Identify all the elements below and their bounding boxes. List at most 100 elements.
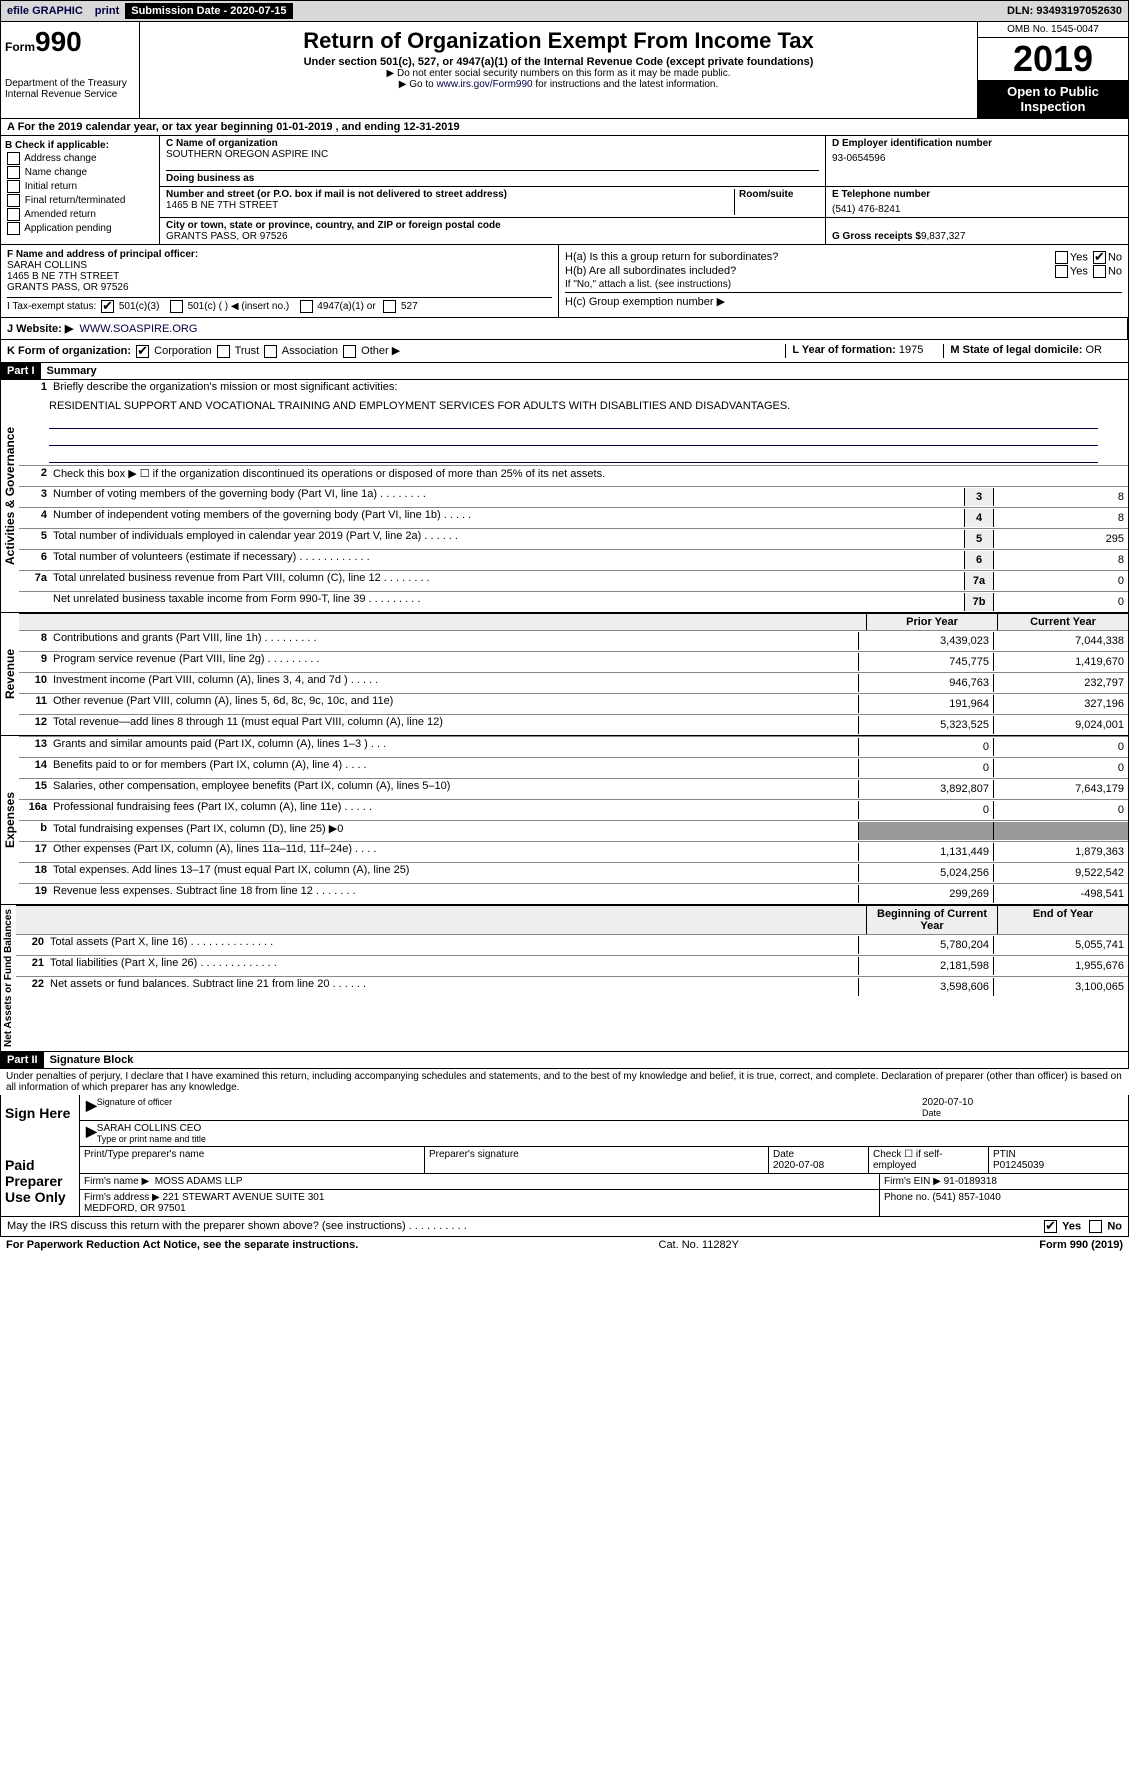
row-k-l-m: K Form of organization: Corporation Trus…	[0, 340, 1129, 363]
discuss-row: May the IRS discuss this return with the…	[0, 1217, 1129, 1237]
addr-label: Number and street (or P.O. box if mail i…	[166, 189, 734, 200]
current-year-hdr: Current Year	[997, 614, 1128, 630]
city-label: City or town, state or province, country…	[166, 220, 819, 231]
firm-phone: (541) 857-1040	[932, 1192, 1000, 1203]
subtitle-1: Under section 501(c), 527, or 4947(a)(1)…	[144, 56, 973, 68]
discuss-yes[interactable]	[1044, 1220, 1057, 1233]
summary-line: bTotal fundraising expenses (Part IX, co…	[19, 820, 1128, 841]
part2-header: Part II Signature Block	[0, 1052, 1129, 1069]
summary-line: 7aTotal unrelated business revenue from …	[19, 570, 1128, 591]
hb-no[interactable]	[1093, 265, 1106, 278]
check-address-change[interactable]: Address change	[5, 152, 155, 165]
ein-value: 93-0654596	[832, 153, 1122, 164]
row-j: J Website: ▶ WWW.SOASPIRE.ORG	[0, 318, 1129, 340]
firm-ein: 91-0189318	[944, 1176, 997, 1187]
check-527[interactable]	[383, 300, 396, 313]
form-id-block: Form990 Department of the Treasury Inter…	[1, 22, 140, 118]
check-trust[interactable]	[217, 345, 230, 358]
row-k: K Form of organization: Corporation Trus…	[7, 344, 400, 358]
section-b-to-g: B Check if applicable: Address change Na…	[0, 136, 1129, 245]
check-initial-return[interactable]: Initial return	[5, 180, 155, 193]
col-c-d: C Name of organization SOUTHERN OREGON A…	[160, 136, 1128, 244]
omb-number: OMB No. 1545-0047	[978, 22, 1128, 38]
summary-line: 12Total revenue—add lines 8 through 11 (…	[19, 714, 1128, 735]
hb-note: If "No," attach a list. (see instruction…	[565, 279, 1122, 290]
form-title: Return of Organization Exempt From Incom…	[144, 28, 973, 54]
check-other[interactable]	[343, 345, 356, 358]
check-501c3[interactable]	[101, 300, 114, 313]
submission-date: Submission Date - 2020-07-15	[125, 3, 292, 19]
check-501c[interactable]	[170, 300, 183, 313]
check-final-return[interactable]: Final return/terminated	[5, 194, 155, 207]
col-b-title: B Check if applicable:	[5, 140, 155, 151]
org-name-label: C Name of organization	[166, 138, 819, 149]
summary-line: 6Total number of volunteers (estimate if…	[19, 549, 1128, 570]
ein-label: D Employer identification number	[832, 138, 1122, 149]
col-h-group: H(a) Is this a group return for subordin…	[559, 245, 1128, 317]
sig-officer-label: Signature of officer	[97, 1097, 922, 1107]
row-i: I Tax-exempt status: 501(c)(3) 501(c) ( …	[7, 297, 552, 313]
org-name: SOUTHERN OREGON ASPIRE INC	[166, 149, 819, 160]
dept-treasury: Department of the Treasury Internal Reve…	[5, 78, 135, 100]
check-application-pending[interactable]: Application pending	[5, 222, 155, 235]
revenue-block: Revenue Prior YearCurrent Year 8Contribu…	[0, 613, 1129, 736]
summary-line: 4Number of independent voting members of…	[19, 507, 1128, 528]
dba-label: Doing business as	[166, 170, 819, 184]
arrow-icon: ▶	[86, 1097, 97, 1118]
underline-1	[49, 414, 1098, 429]
summary-line: 5Total number of individuals employed in…	[19, 528, 1128, 549]
summary-line: 15Salaries, other compensation, employee…	[19, 778, 1128, 799]
row-a-period: A For the 2019 calendar year, or tax yea…	[0, 119, 1129, 136]
check-4947[interactable]	[300, 300, 313, 313]
form-header: Form990 Department of the Treasury Inter…	[0, 22, 1129, 119]
summary-line: 11Other revenue (Part VIII, column (A), …	[19, 693, 1128, 714]
prep-name-label: Print/Type preparer's name	[80, 1147, 424, 1174]
ptin-value: P01245039	[993, 1160, 1044, 1171]
governance-label: Activities & Governance	[1, 380, 19, 612]
check-assoc[interactable]	[264, 345, 277, 358]
ha-yes[interactable]	[1055, 251, 1068, 264]
open-to-public: Open to Public Inspection	[978, 80, 1128, 118]
perjury-text: Under penalties of perjury, I declare th…	[0, 1069, 1129, 1095]
ha-no[interactable]	[1093, 251, 1106, 264]
irs-link[interactable]: www.irs.gov/Form990	[436, 79, 532, 90]
paid-preparer-label: Paid Preparer Use Only	[1, 1147, 80, 1216]
row-f-h: F Name and address of principal officer:…	[0, 245, 1129, 318]
website-value[interactable]: WWW.SOASPIRE.ORG	[79, 323, 197, 335]
officer-label: F Name and address of principal officer:	[7, 249, 552, 260]
signature-block: Sign Here ▶ Signature of officer 2020-07…	[0, 1095, 1129, 1217]
summary-line: 20Total assets (Part X, line 16) . . . .…	[16, 934, 1128, 955]
hb-yes[interactable]	[1055, 265, 1068, 278]
footer: For Paperwork Reduction Act Notice, see …	[0, 1237, 1129, 1253]
preparer-grid: Print/Type preparer's name Preparer's si…	[80, 1147, 1128, 1174]
sign-here-label: Sign Here	[1, 1095, 80, 1147]
firm-name: MOSS ADAMS LLP	[155, 1176, 243, 1187]
form-label: Form	[5, 40, 35, 54]
form-footer: Form 990 (2019)	[1039, 1239, 1123, 1251]
summary-line: 21Total liabilities (Part X, line 26) . …	[16, 955, 1128, 976]
part2-badge: Part II	[1, 1052, 44, 1068]
form-number: 990	[35, 26, 82, 57]
ha-line: H(a) Is this a group return for subordin…	[565, 251, 1122, 263]
tax-year: 2019	[978, 38, 1128, 80]
pra-notice: For Paperwork Reduction Act Notice, see …	[6, 1239, 358, 1251]
expenses-block: Expenses 13Grants and similar amounts pa…	[0, 736, 1129, 905]
check-amended-return[interactable]: Amended return	[5, 208, 155, 221]
summary-line: Net unrelated business taxable income fr…	[19, 591, 1128, 612]
summary-line: 19Revenue less expenses. Subtract line 1…	[19, 883, 1128, 904]
discuss-no[interactable]	[1089, 1220, 1102, 1233]
officer-addr1: 1465 B NE 7TH STREET	[7, 271, 552, 282]
officer-name-title: SARAH COLLINS CEO	[97, 1123, 1122, 1134]
efile-link[interactable]: efile GRAPHIC	[1, 5, 89, 17]
mission-text: RESIDENTIAL SUPPORT AND VOCATIONAL TRAIN…	[19, 400, 1128, 412]
check-corp[interactable]	[136, 345, 149, 358]
tel-value: (541) 476-8241	[832, 204, 1122, 215]
subtitle-3: ▶ Go to www.irs.gov/Form990 for instruct…	[144, 79, 973, 90]
check-name-change[interactable]: Name change	[5, 166, 155, 179]
street-address: 1465 B NE 7TH STREET	[166, 200, 734, 211]
print-link[interactable]: print	[89, 5, 125, 17]
col-b-checkboxes: B Check if applicable: Address change Na…	[1, 136, 160, 244]
form-title-block: Return of Organization Exempt From Incom…	[140, 22, 977, 118]
summary-line: 22Net assets or fund balances. Subtract …	[16, 976, 1128, 997]
self-employed-check[interactable]: Check ☐ if self-employed	[868, 1147, 988, 1174]
